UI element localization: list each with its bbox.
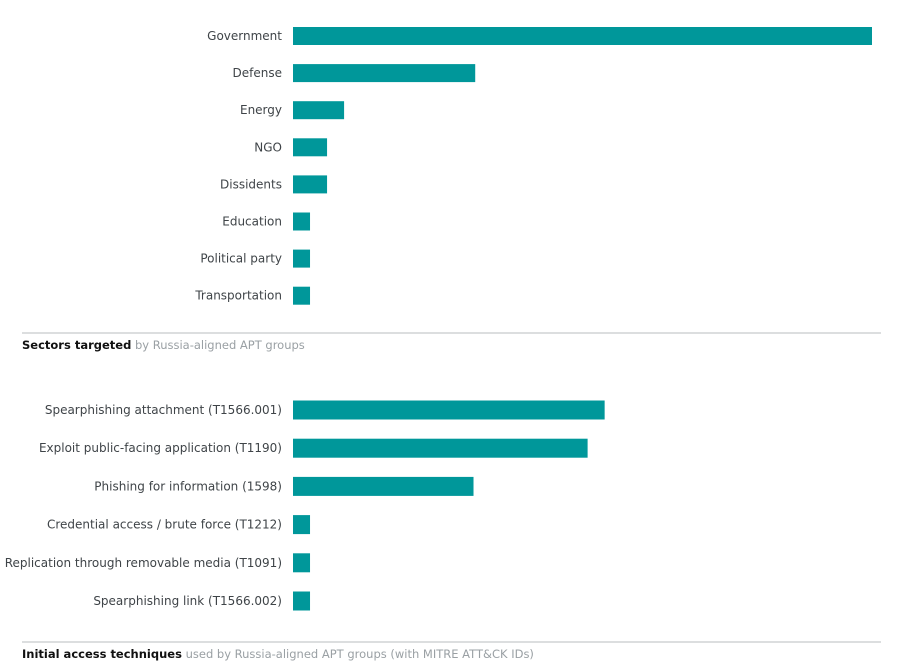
sector-bar xyxy=(293,27,872,45)
technique-label: Phishing for information (1598) xyxy=(94,479,282,493)
sector-bar xyxy=(293,286,311,305)
sector-bar xyxy=(293,64,476,83)
initial-access-caption: Initial access techniques used by Russia… xyxy=(22,647,534,661)
technique-bar xyxy=(293,438,588,458)
sectors-chart-subtitle: by Russia-aligned APT groups xyxy=(134,338,305,352)
sector-bar xyxy=(293,249,311,268)
initial-access-chart-title: Initial access techniques xyxy=(22,647,182,661)
technique-bar xyxy=(293,400,605,420)
sector-label: Education xyxy=(222,215,282,229)
technique-label: Spearphishing link (T1566.002) xyxy=(93,594,282,608)
sector-label: Energy xyxy=(240,103,282,117)
sector-bar xyxy=(293,138,328,157)
initial-access-chart: Spearphishing attachment (T1566.001) Expl… xyxy=(5,400,605,611)
sector-label: Political party xyxy=(200,252,282,266)
technique-label: Replication through removable media (T10… xyxy=(5,556,282,570)
sector-label: Dissidents xyxy=(220,177,282,191)
sector-bar xyxy=(293,212,311,231)
sectors-caption: Sectors targeted by Russia-aligned APT g… xyxy=(22,338,305,352)
sector-label: Government xyxy=(207,29,282,43)
sector-bar xyxy=(293,175,328,194)
technique-label: Spearphishing attachment (T1566.001) xyxy=(45,403,282,417)
technique-label: Exploit public-facing application (T1190… xyxy=(39,441,282,455)
sector-bar xyxy=(293,101,345,120)
sector-label: NGO xyxy=(254,140,282,154)
technique-label: Credential access / brute force (T1212) xyxy=(47,518,282,532)
technique-bar xyxy=(293,591,311,611)
technique-bar xyxy=(293,515,311,535)
sectors-chart-title: Sectors targeted xyxy=(22,338,132,352)
technique-bar xyxy=(293,476,474,496)
sectors-targeted-chart: Government Defense Energy NGO Dissidents Educ… xyxy=(194,27,872,305)
sector-label: Defense xyxy=(233,66,282,80)
sector-label: Transportation xyxy=(194,289,282,303)
technique-bar xyxy=(293,553,311,573)
initial-access-chart-subtitle: used by Russia-aligned APT groups (with … xyxy=(185,647,534,661)
